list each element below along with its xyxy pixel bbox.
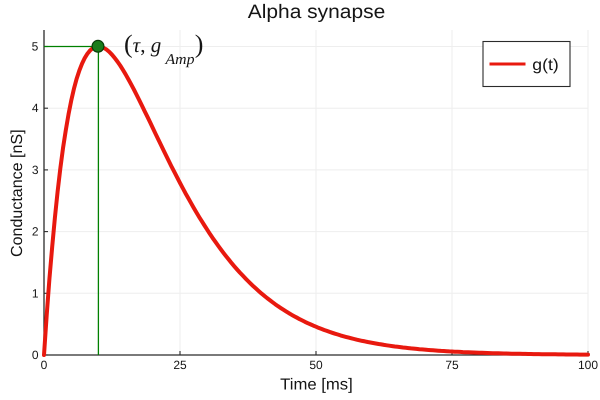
svg-text:75: 75 — [445, 358, 459, 372]
svg-text:25: 25 — [173, 358, 187, 372]
svg-text:Time [ms]: Time [ms] — [280, 376, 353, 393]
svg-text:Alpha synapse: Alpha synapse — [248, 1, 386, 23]
svg-text:2: 2 — [32, 225, 39, 239]
svg-text:0: 0 — [32, 348, 39, 362]
svg-text:50: 50 — [309, 358, 323, 372]
svg-text:(τ, g: (τ, g — [124, 30, 161, 59]
svg-text:4: 4 — [32, 101, 39, 115]
svg-text:): ) — [195, 30, 204, 59]
svg-text:Amp: Amp — [164, 52, 195, 68]
svg-text:g(t): g(t) — [532, 57, 558, 74]
svg-text:5: 5 — [32, 40, 39, 54]
svg-text:0: 0 — [41, 358, 48, 372]
svg-text:3: 3 — [32, 163, 39, 177]
svg-text:1: 1 — [32, 286, 39, 300]
svg-text:Conductance [nS]: Conductance [nS] — [9, 129, 26, 257]
svg-text:100: 100 — [578, 358, 598, 372]
